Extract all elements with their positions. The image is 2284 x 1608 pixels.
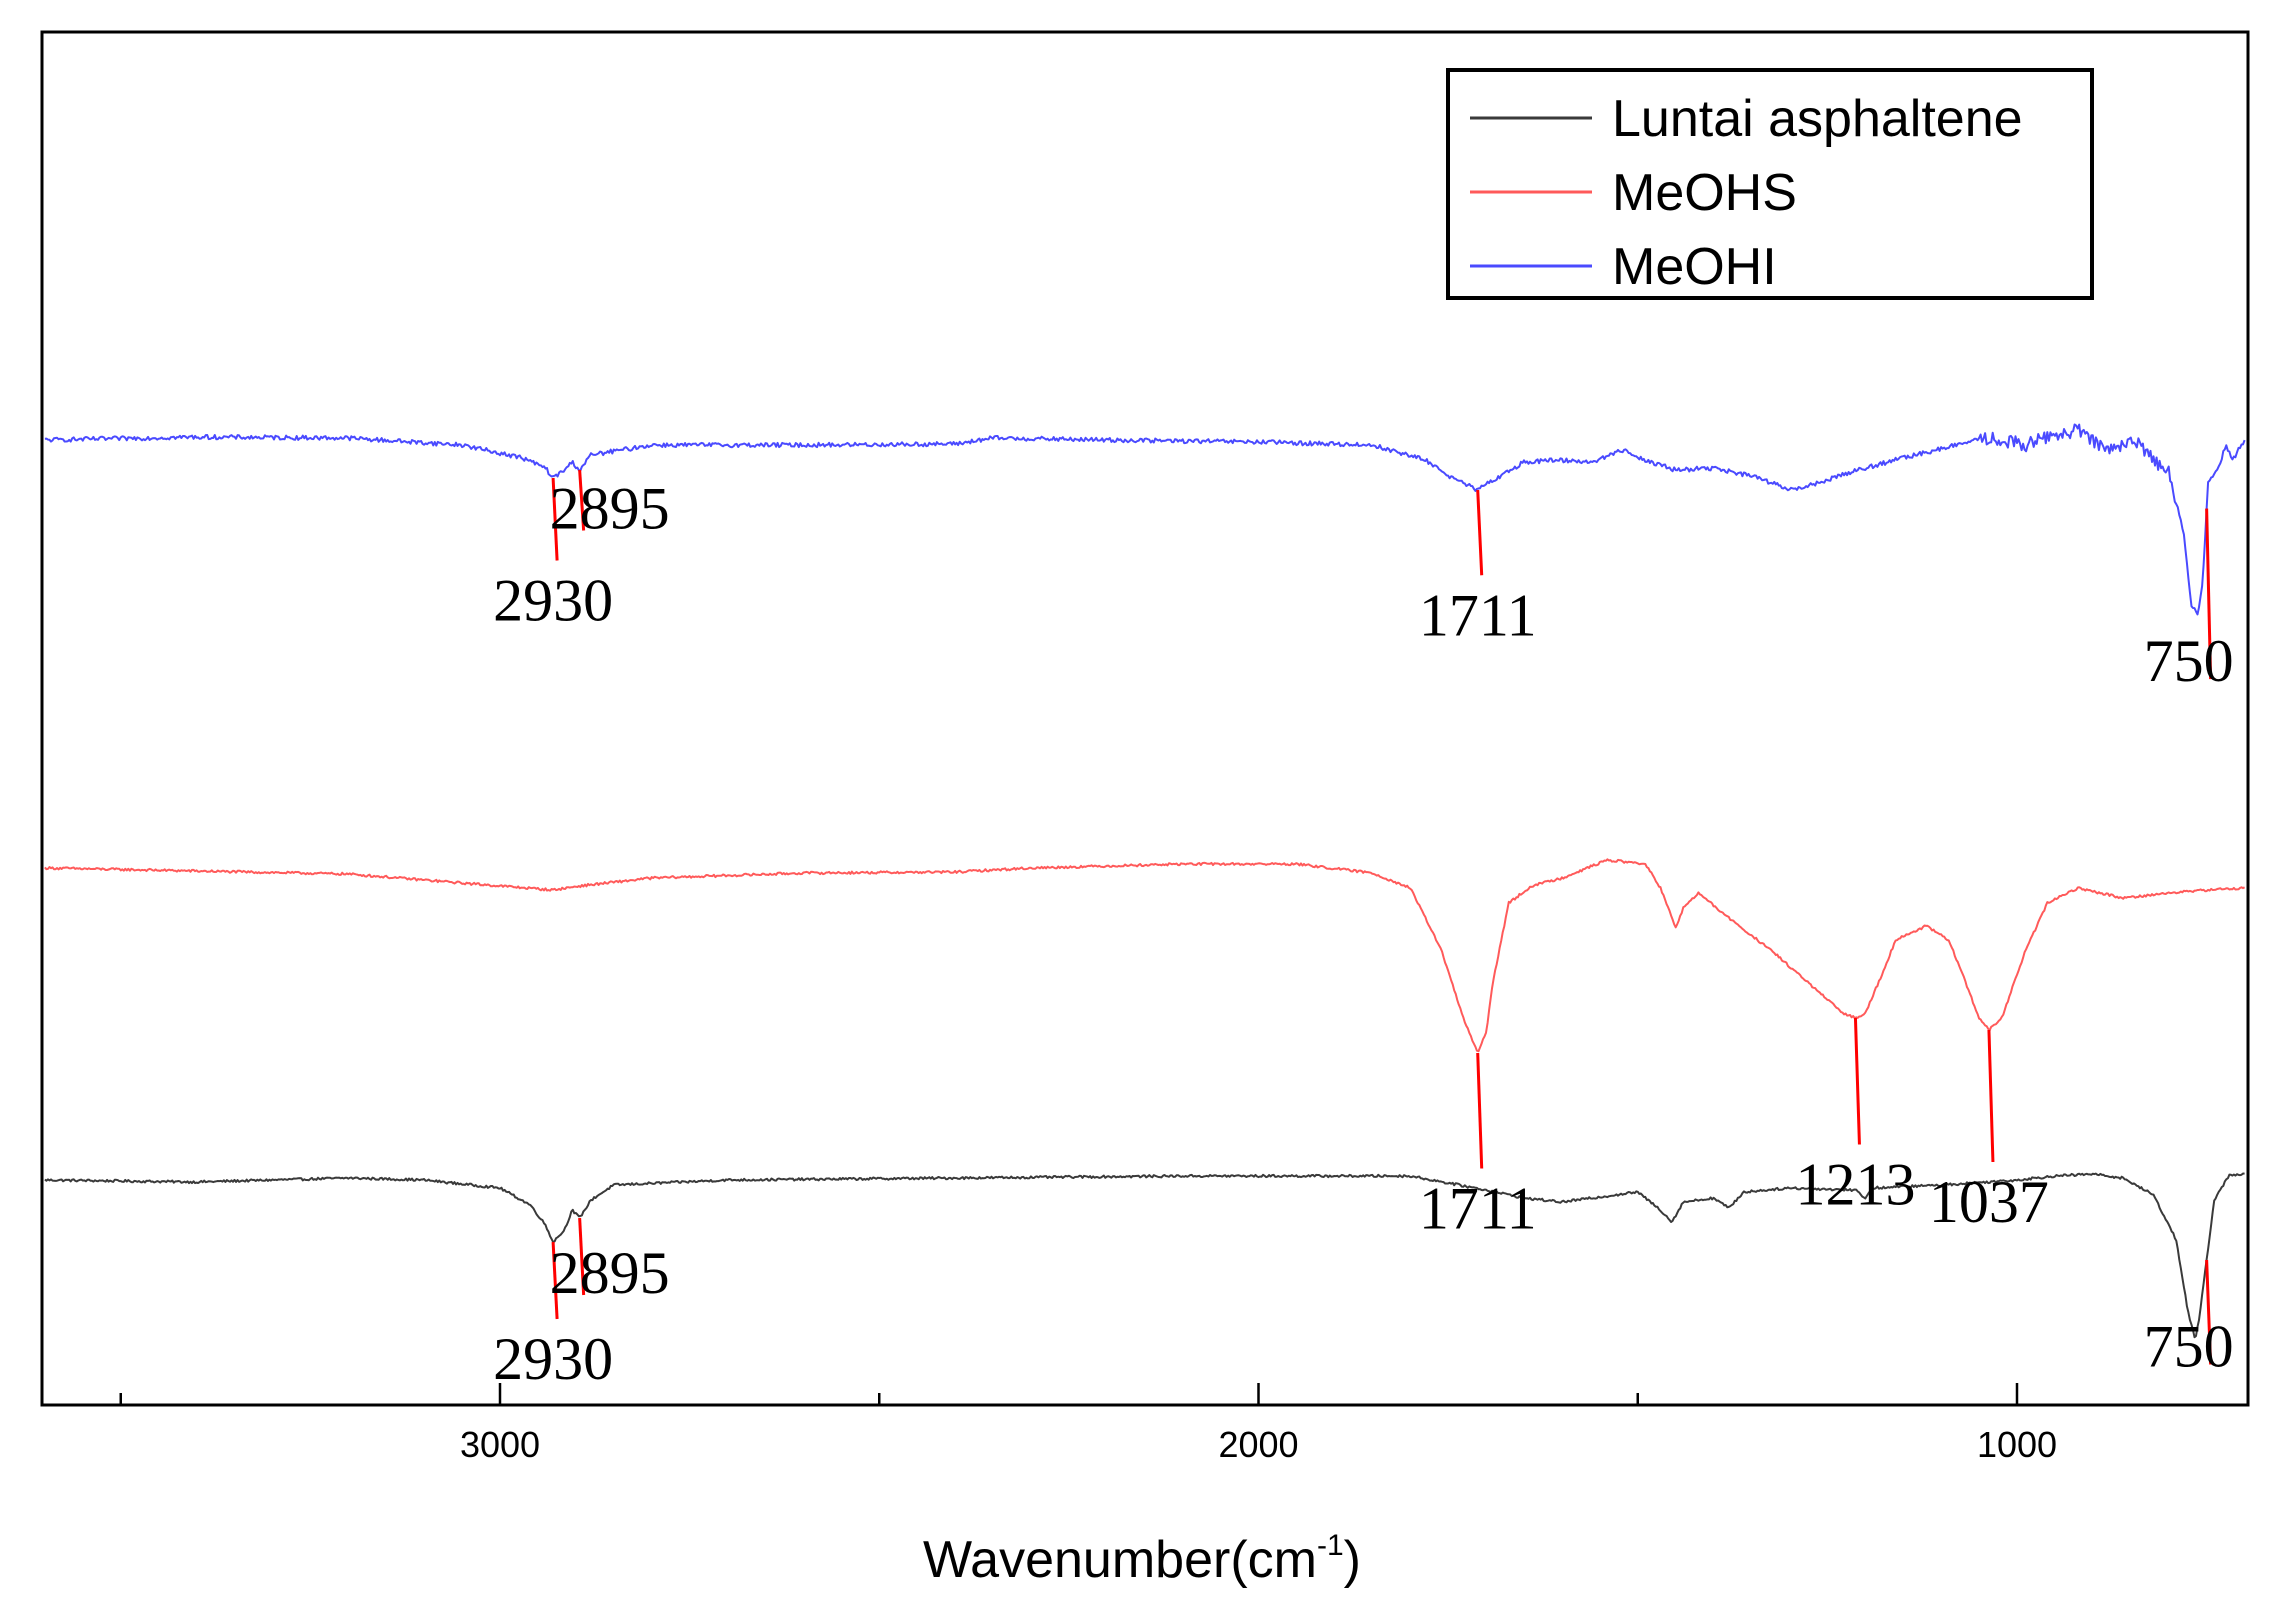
x-tick-label: 1000 (1977, 1424, 2057, 1465)
peak-label: 2930 (493, 568, 613, 634)
peak-marker-line (578, 1217, 586, 1296)
peak-marker-line (578, 469, 586, 531)
x-tick-label: 2000 (1218, 1424, 1298, 1465)
legend-entry: Luntai asphaltene (1612, 90, 2023, 148)
series-line-meohi (44, 423, 2246, 616)
peak-marker-line (1987, 1029, 1995, 1163)
peak-marker-line (551, 477, 559, 561)
series-line-meohs (44, 858, 2246, 1053)
peak-marker-line (1476, 489, 1484, 576)
peak-marker-line (2205, 1259, 2213, 1365)
peak-marker-line (551, 1241, 559, 1320)
peak-label: 2895 (550, 476, 670, 542)
peak-label: 2895 (550, 1240, 670, 1306)
x-axis: 3000 2000 1000 Wavenumber(cm-1) (119, 1383, 2057, 1589)
x-tick-label: 3000 (460, 1424, 540, 1465)
series-lines (44, 423, 2246, 1339)
x-axis-label-close: ) (1344, 1531, 1361, 1589)
peak-annotations: 2930 2895 1711 750 1711 1213 1037 2930 2895 750 (493, 469, 2234, 1392)
x-axis-label: Wavenumber(cm-1) (923, 1529, 1361, 1589)
plot-frame (40, 30, 2250, 1407)
peak-marker-line (1476, 1052, 1484, 1169)
peak-label: 1711 (1419, 1176, 1537, 1242)
peak-label: 750 (2144, 1314, 2234, 1380)
peak-label: 750 (2144, 628, 2234, 694)
peak-label: 1037 (1929, 1169, 2049, 1235)
peak-label: 1711 (1419, 582, 1537, 648)
legend-entry: MeOHI (1612, 238, 1777, 296)
peak-label: 2930 (493, 1326, 613, 1392)
legend-entry: MeOHS (1612, 164, 1797, 222)
peak-marker-line (1853, 1017, 1861, 1145)
peak-label: 1213 (1795, 1152, 1915, 1218)
legend-box (1446, 68, 2094, 300)
x-axis-label-main: Wavenumber(cm (923, 1531, 1317, 1589)
x-axis-label-superscript: -1 (1317, 1529, 1344, 1562)
legend: Luntai asphaltene MeOHS MeOHI (1446, 68, 2094, 300)
series-line-luntai-asphaltene (44, 1172, 2245, 1339)
peak-marker-line (2205, 508, 2213, 680)
